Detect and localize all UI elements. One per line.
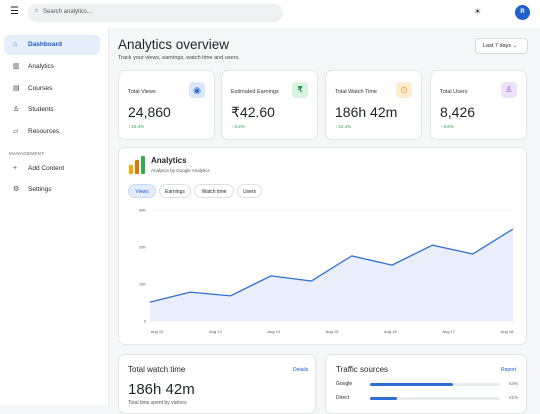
watch-value: 186h 42m bbox=[128, 381, 195, 398]
x-tick-label: Aug 17 bbox=[442, 329, 455, 334]
stat-value: 8,426 bbox=[440, 104, 476, 120]
nav-label: Students bbox=[28, 106, 54, 113]
nav-label: Dashboard bbox=[28, 41, 62, 48]
theme-toggle[interactable]: ☀ bbox=[474, 7, 482, 16]
line bbox=[149, 228, 514, 303]
stat-card: Estimated Earnings ₹ ₹42.60 ↑ 8.2% bbox=[221, 70, 318, 140]
range-label: Last 7 days bbox=[483, 43, 512, 49]
tab[interactable]: Users bbox=[237, 184, 262, 198]
search-placeholder: Search analytics... bbox=[43, 9, 93, 15]
x-tick-label: Aug 12 bbox=[151, 329, 164, 334]
tab[interactable]: Watch time bbox=[194, 184, 234, 198]
analytics-subtitle: Analytics by Google Analytics bbox=[151, 168, 210, 173]
y-tick-label: 0 bbox=[144, 319, 147, 324]
source-percent: 21% bbox=[509, 395, 519, 400]
x-tick-label: Aug 16 bbox=[384, 329, 397, 334]
section-label: MANAGEMENT bbox=[9, 151, 45, 156]
sidebar bbox=[0, 28, 109, 405]
nav-item[interactable]: ⌂ Dashboard bbox=[4, 35, 100, 55]
stat-icon: ₹ bbox=[292, 82, 308, 98]
search-box[interactable] bbox=[28, 4, 283, 22]
stat-change: ↑ 22.1% bbox=[335, 124, 352, 129]
y-tick-label: 20K bbox=[139, 245, 146, 250]
analytics-title: Analytics bbox=[151, 156, 187, 165]
watch-caption: Total time spent by visitors bbox=[128, 400, 187, 406]
menu-button[interactable]: ☰ bbox=[10, 6, 19, 17]
source-percent: 64% bbox=[509, 381, 519, 386]
stat-card: Total Users ♙ 8,426 ↑ 9.6% bbox=[430, 70, 527, 140]
x-tick-label: Aug 13 bbox=[209, 329, 222, 334]
bar-track bbox=[370, 397, 500, 400]
tab[interactable]: Views bbox=[128, 184, 156, 198]
report-link[interactable]: Report bbox=[501, 367, 517, 373]
details-link[interactable]: Details bbox=[293, 367, 309, 373]
stat-label: Estimated Earnings bbox=[231, 89, 279, 95]
y-tick-label: 10K bbox=[139, 282, 146, 287]
stat-card: Total Watch Time ◷ 186h 42m ↑ 22.1% bbox=[325, 70, 422, 140]
nav-item[interactable]: ⚙ Settings bbox=[13, 186, 52, 193]
range-select[interactable]: Last 7 days ⌄ bbox=[475, 38, 528, 54]
watch-title: Total watch time bbox=[128, 365, 186, 374]
avatar[interactable]: R bbox=[515, 5, 530, 20]
x-tick-label: Aug 18 bbox=[501, 329, 514, 334]
views-chart: 0 10K 20K 30K Aug 12 Aug 13 Aug 14 Aug 15 Aug 16… bbox=[139, 208, 514, 335]
stat-icon: ◷ bbox=[396, 82, 412, 98]
nav-label: Analytics bbox=[28, 63, 55, 70]
page-subtitle: Track your views, earnings, watch time a… bbox=[118, 55, 240, 61]
traffic-bar bbox=[370, 383, 454, 386]
stat-card: Total Views ◉ 24,860 ↑ 19.4% bbox=[118, 70, 215, 140]
traffic-title: Traffic sources bbox=[336, 365, 389, 374]
stat-change: ↑ 19.4% bbox=[128, 124, 145, 129]
stat-value: ₹42.60 bbox=[231, 104, 275, 120]
analytics-logo bbox=[129, 156, 145, 174]
search-icon: ⌕ bbox=[35, 8, 39, 14]
stat-value: 186h 42m bbox=[335, 104, 398, 120]
source-name: Google bbox=[336, 381, 353, 387]
stat-icon: ♙ bbox=[501, 82, 517, 98]
source-name: Direct bbox=[336, 395, 350, 401]
nav-item[interactable]: + Add Content bbox=[13, 165, 65, 172]
y-tick-label: 30K bbox=[139, 208, 146, 213]
nav-item[interactable]: ▱ Resources bbox=[13, 128, 60, 135]
page: ☰ ⌕ Search analytics... ☀ R ⌂ Dashboard ▥… bbox=[0, 4, 530, 414]
nav-label: Add Content bbox=[28, 165, 65, 172]
stat-label: Total Users bbox=[440, 89, 468, 95]
x-tick-label: Aug 15 bbox=[326, 329, 339, 334]
nav-label: Resources bbox=[28, 128, 60, 135]
stat-label: Total Watch Time bbox=[335, 89, 377, 95]
page-title: Analytics overview bbox=[118, 37, 230, 52]
traffic-bar bbox=[370, 397, 398, 400]
tab[interactable]: Earnings bbox=[159, 184, 191, 198]
nav-label: Settings bbox=[28, 186, 52, 193]
nav-item[interactable]: ▤ Courses bbox=[13, 85, 53, 92]
stat-value: 24,860 bbox=[128, 104, 171, 120]
area-fill bbox=[150, 229, 513, 321]
stat-change: ↑ 9.6% bbox=[440, 124, 454, 129]
x-tick-label: Aug 14 bbox=[267, 329, 280, 334]
stat-icon: ◉ bbox=[189, 82, 205, 98]
stat-change: ↑ 8.2% bbox=[231, 124, 245, 129]
stat-label: Total Views bbox=[128, 89, 156, 95]
nav-item[interactable]: ♙ Students bbox=[13, 106, 54, 113]
nav-label: Courses bbox=[28, 85, 53, 92]
nav-item[interactable]: ▥ Analytics bbox=[13, 63, 55, 70]
